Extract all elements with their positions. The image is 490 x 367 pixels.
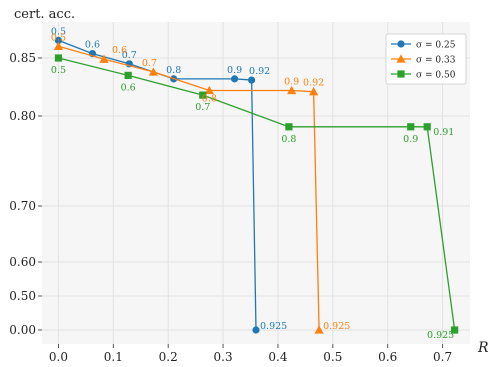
legend-box	[385, 33, 467, 85]
data-point	[423, 123, 431, 131]
data-point	[248, 76, 256, 84]
legend-marker	[397, 70, 405, 78]
x-tick-label: 0.7	[433, 350, 452, 364]
point-label: 0.9	[403, 134, 418, 145]
series-2	[54, 54, 459, 334]
data-point	[314, 325, 324, 334]
x-tick-label: 0.4	[268, 350, 287, 364]
data-point	[54, 54, 63, 62]
data-point	[148, 67, 158, 76]
data-point	[309, 87, 319, 96]
point-label: 0.92	[303, 78, 324, 89]
x-tick-label: 0.0	[49, 350, 68, 364]
data-point	[124, 71, 132, 79]
y-tick-label: 0.00	[9, 323, 36, 337]
legend-label: σ = 0.50	[416, 71, 456, 81]
point-label: 0.6	[85, 40, 100, 51]
point-label: 0.8	[166, 65, 181, 76]
point-label: 0.925	[427, 330, 454, 341]
data-point	[53, 41, 64, 50]
y-tick-label: 0.70	[9, 199, 36, 213]
series-1	[53, 41, 324, 334]
x-tick-label: 0.6	[378, 350, 397, 364]
point-label: 0.5	[51, 32, 66, 43]
y-tick-label: 0.50	[9, 289, 36, 303]
point-label: 0.6	[112, 45, 127, 56]
x-tick-label: 0.2	[159, 350, 178, 364]
point-label: 0.92	[249, 66, 270, 77]
legend-label: σ = 0.33	[416, 56, 456, 66]
legend-entry: σ = 0.50	[391, 70, 456, 81]
data-point	[204, 85, 214, 95]
legend-entry: σ = 0.33	[391, 54, 456, 66]
x-tick-label: 0.1	[104, 350, 123, 364]
data-point	[451, 326, 459, 334]
point-label: 0.9	[227, 65, 242, 76]
y-tick-label: 0.60	[9, 255, 36, 269]
legend: σ = 0.25 σ = 0.33 σ = 0.50	[385, 33, 467, 85]
point-label: 0.5	[51, 26, 66, 37]
data-point	[252, 326, 260, 334]
data-point	[54, 36, 63, 45]
point-label: 0.7	[122, 50, 137, 61]
y-axis-title: cert. acc.	[14, 7, 75, 22]
legend-marker	[397, 40, 405, 48]
series	[53, 36, 459, 334]
point-label: 0.925	[323, 321, 350, 332]
data-point	[287, 85, 297, 95]
x-tick-label: 0.5	[323, 350, 342, 364]
point-label: 0.8	[281, 134, 296, 145]
data-point	[285, 123, 293, 131]
axes: 0.0 0.1 0.2 0.3 0.4 0.5 0.6 0.70.000.500.600.70…	[9, 51, 452, 364]
point-label: 0.6	[121, 82, 136, 93]
point-label: 0.9	[284, 76, 299, 87]
point-label: 0.7	[142, 58, 157, 69]
legend-marker	[396, 54, 406, 63]
point-label: 0.91	[433, 127, 454, 138]
point-label: 0.8	[202, 93, 217, 104]
point-label: 0.7	[195, 102, 210, 113]
x-tick-label: 0.3	[214, 350, 233, 364]
data-point	[231, 75, 239, 83]
legend-label: σ = 0.25	[416, 41, 456, 51]
y-tick-label: 0.80	[9, 109, 36, 123]
y-tick-label: 0.85	[9, 51, 36, 65]
data-point	[99, 54, 109, 63]
point-label: 0.5	[51, 65, 66, 76]
data-point	[407, 123, 415, 131]
point-label: 0.925	[260, 321, 287, 332]
data-point	[199, 91, 207, 99]
legend-entry: σ = 0.25	[391, 40, 456, 51]
x-axis-title: R	[477, 340, 489, 356]
